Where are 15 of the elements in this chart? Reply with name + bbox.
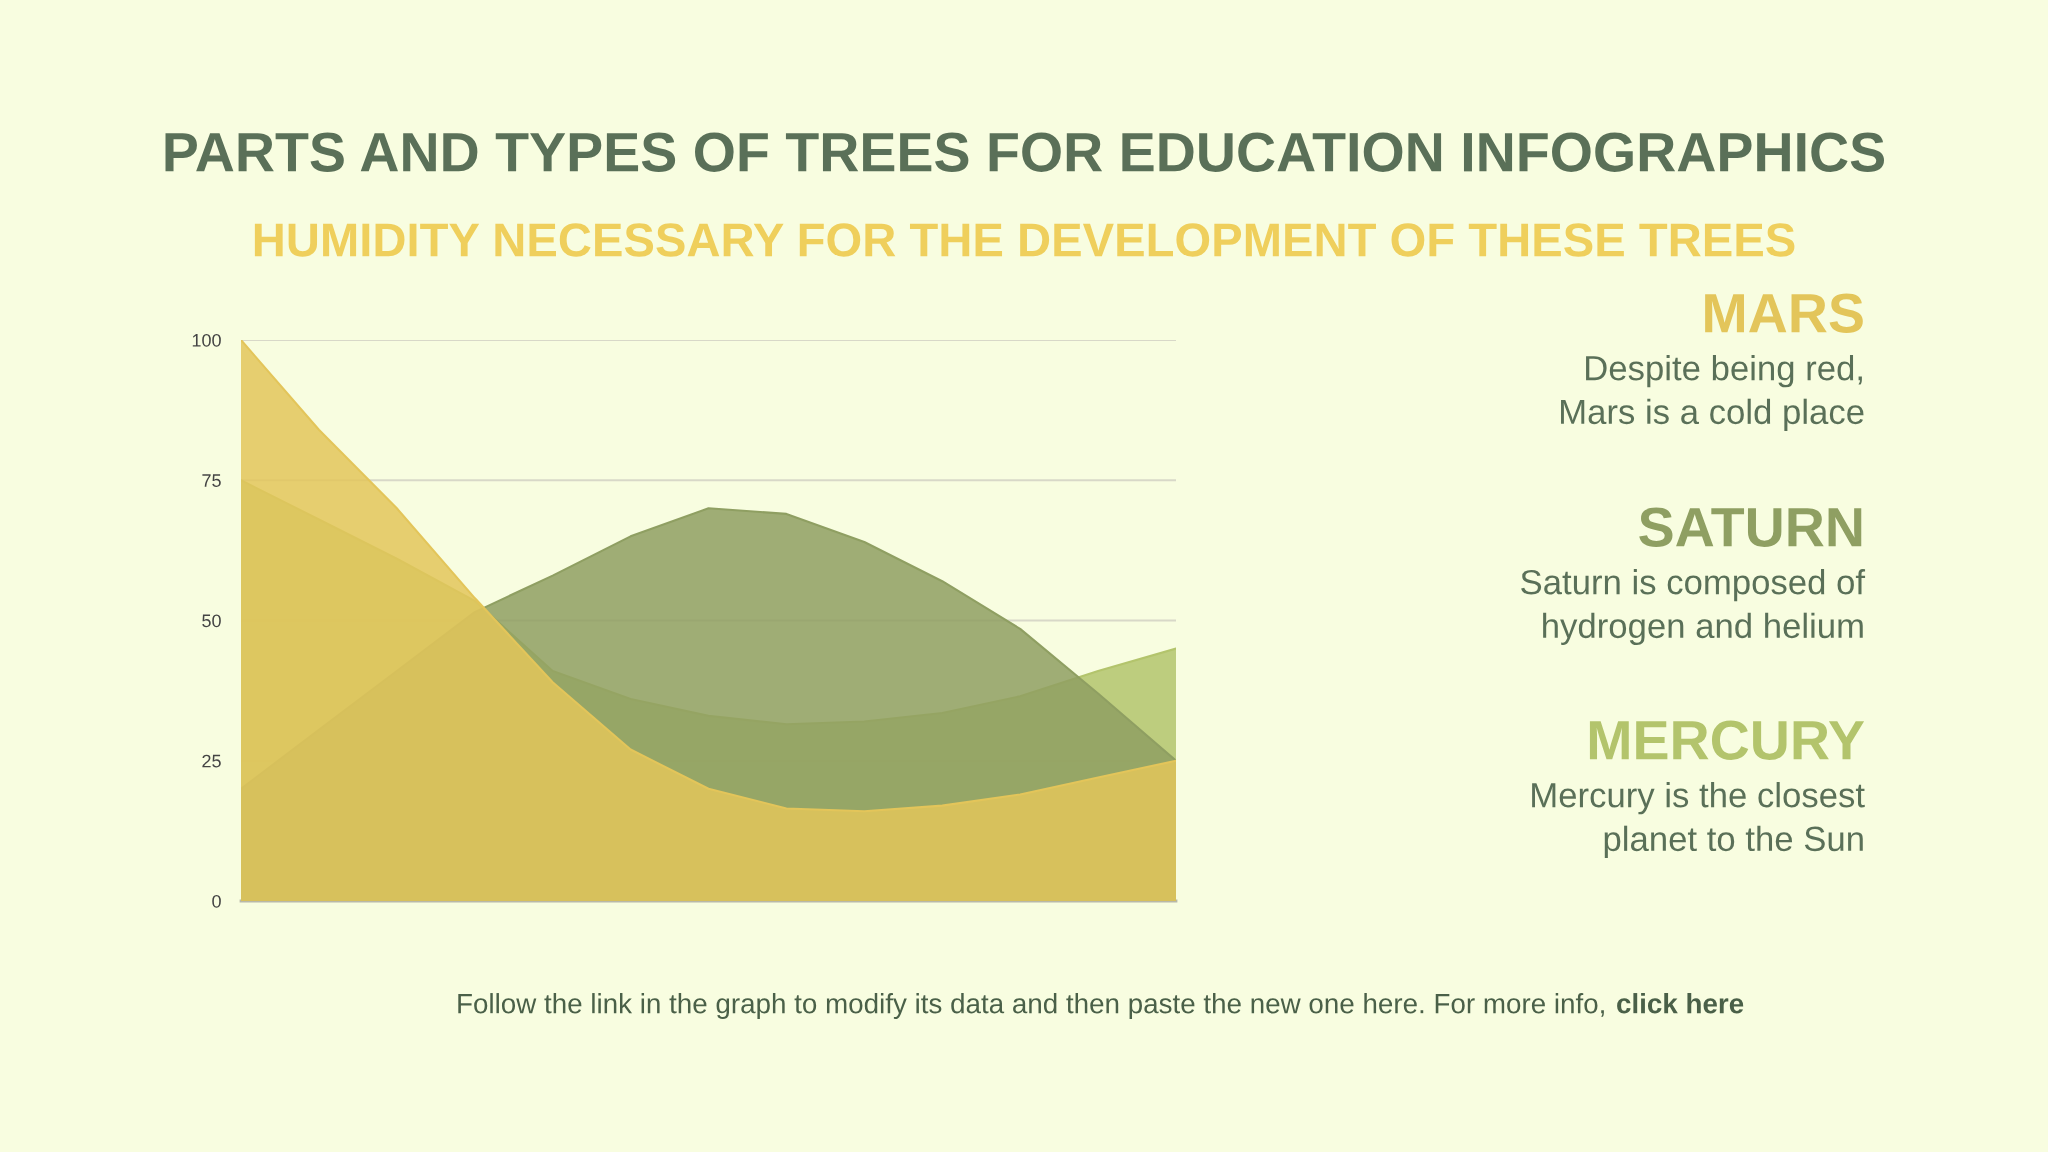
y-tick-label: 0	[212, 894, 221, 908]
y-tick-label: 100	[192, 333, 221, 347]
text: Despite being red, Mars is a cold place	[1561, 355, 1864, 432]
text: SATURN	[1639, 507, 1862, 547]
text: click here	[1617, 993, 1744, 1014]
y-tick-label: 25	[202, 754, 221, 768]
y-tick-label: 50	[202, 614, 221, 628]
chart-title: PARTS AND TYPES OF TREES FOR EDUCATION INFOGRAPHICS	[165, 132, 1885, 172]
y-tick-label: 75	[202, 474, 221, 487]
text: Follow the link in the graph to modify its data and then paste the new one here. For more info,	[458, 993, 1604, 1019]
text: MERCURY	[1589, 720, 1865, 760]
text: MARS	[1705, 293, 1863, 333]
text: Mercury is the closest planet to the Sun	[1532, 782, 1865, 859]
chart-subtitle: HUMIDITY NECESSARY FOR THE DEVELOPMENT OF THESE TREES	[254, 223, 1795, 257]
text: Saturn is composed of hydrogen and helium	[1521, 569, 1866, 646]
